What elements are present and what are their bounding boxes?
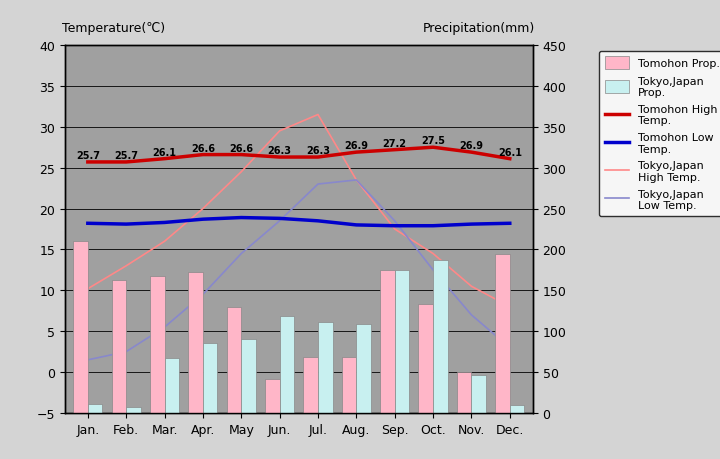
Text: 26.1: 26.1 [153,147,176,157]
Tokyo,Japan
Low Temp. [237,251,246,257]
Tomohon Low
Temp. [237,215,246,221]
Line: Tokyo,Japan
Low Temp.: Tokyo,Japan Low Temp. [88,180,510,360]
Text: 26.6: 26.6 [229,143,253,153]
Tomohon Low
Temp. [505,221,514,227]
Tokyo,Japan
High Temp. [275,129,284,134]
Tokyo,Japan
High Temp. [161,239,169,245]
Bar [342,357,356,413]
Text: 26.9: 26.9 [459,141,483,151]
Tokyo,Japan
High Temp. [505,304,514,310]
Tokyo,Japan
High Temp. [237,170,246,175]
Bar [318,323,333,413]
Bar [241,339,256,413]
Line: Tomohon Low
Temp.: Tomohon Low Temp. [88,218,510,226]
Bar [303,357,318,413]
Tokyo,Japan
High Temp. [352,178,361,183]
Tokyo,Japan
Low Temp. [161,325,169,330]
Tomohon High
Temp. [428,145,437,151]
Tomohon High
Temp. [84,160,92,165]
Bar [279,316,294,413]
Bar [457,372,472,413]
Text: 27.5: 27.5 [421,136,445,146]
Tokyo,Japan
High Temp. [314,112,323,118]
Text: 25.7: 25.7 [76,151,100,161]
Bar [73,242,88,413]
Bar [433,261,448,413]
Legend: Tomohon Prop., Tokyo,Japan
Prop., Tomohon High
Temp., Tomohon Low
Temp., Tokyo,J: Tomohon Prop., Tokyo,Japan Prop., Tomoho… [599,51,720,216]
Text: Precipitation(mm): Precipitation(mm) [423,22,535,35]
Tomohon Low
Temp. [390,224,399,229]
Tomohon High
Temp. [122,160,130,165]
Bar [150,277,165,413]
Tokyo,Japan
High Temp. [390,227,399,232]
Bar [510,405,524,413]
Tokyo,Japan
High Temp. [467,284,476,289]
Tomohon High
Temp. [467,150,476,156]
Text: 26.9: 26.9 [344,141,369,151]
Tomohon High
Temp. [390,148,399,153]
Tokyo,Japan
Low Temp. [467,313,476,318]
Tokyo,Japan
Low Temp. [275,218,284,224]
Tokyo,Japan
Low Temp. [199,292,207,297]
Tokyo,Japan
Low Temp. [390,218,399,224]
Tomohon Low
Temp. [352,223,361,228]
Tomohon Low
Temp. [275,216,284,222]
Tomohon Low
Temp. [467,222,476,227]
Bar [189,273,203,413]
Bar [495,254,510,413]
Text: Temperature(℃): Temperature(℃) [63,22,166,35]
Line: Tokyo,Japan
High Temp.: Tokyo,Japan High Temp. [88,115,510,307]
Tomohon Low
Temp. [84,221,92,227]
Tomohon Low
Temp. [122,222,130,227]
Bar [165,358,179,413]
Text: 26.1: 26.1 [498,147,522,157]
Tomohon High
Temp. [161,157,169,162]
Tokyo,Japan
High Temp. [84,286,92,292]
Tokyo,Japan
High Temp. [428,251,437,257]
Tomohon Low
Temp. [314,218,323,224]
Bar [265,379,279,413]
Tomohon High
Temp. [505,157,514,162]
Bar [356,324,371,413]
Text: 26.3: 26.3 [268,146,292,156]
Bar [126,408,140,413]
Tokyo,Japan
High Temp. [199,207,207,212]
Tomohon Low
Temp. [199,217,207,223]
Tomohon High
Temp. [275,155,284,161]
Tomohon Low
Temp. [428,224,437,229]
Tomohon High
Temp. [237,152,246,158]
Text: 26.3: 26.3 [306,146,330,156]
Tokyo,Japan
Low Temp. [122,349,130,355]
Bar [418,305,433,413]
Bar [472,375,486,413]
Text: 26.6: 26.6 [191,143,215,153]
Bar [227,307,241,413]
Tokyo,Japan
High Temp. [122,263,130,269]
Tokyo,Japan
Low Temp. [428,268,437,273]
Bar [112,280,126,413]
Bar [203,343,217,413]
Tomohon High
Temp. [352,150,361,156]
Tomohon High
Temp. [314,155,323,161]
Tokyo,Japan
Low Temp. [352,178,361,183]
Line: Tomohon High
Temp.: Tomohon High Temp. [88,148,510,162]
Tokyo,Japan
Low Temp. [505,345,514,351]
Tomohon Low
Temp. [161,220,169,226]
Bar [88,404,102,413]
Text: 25.7: 25.7 [114,151,138,161]
Bar [395,270,409,413]
Bar [380,270,395,413]
Tokyo,Japan
Low Temp. [84,357,92,363]
Tokyo,Japan
Low Temp. [314,182,323,187]
Text: 27.2: 27.2 [383,138,407,148]
Tomohon High
Temp. [199,152,207,158]
